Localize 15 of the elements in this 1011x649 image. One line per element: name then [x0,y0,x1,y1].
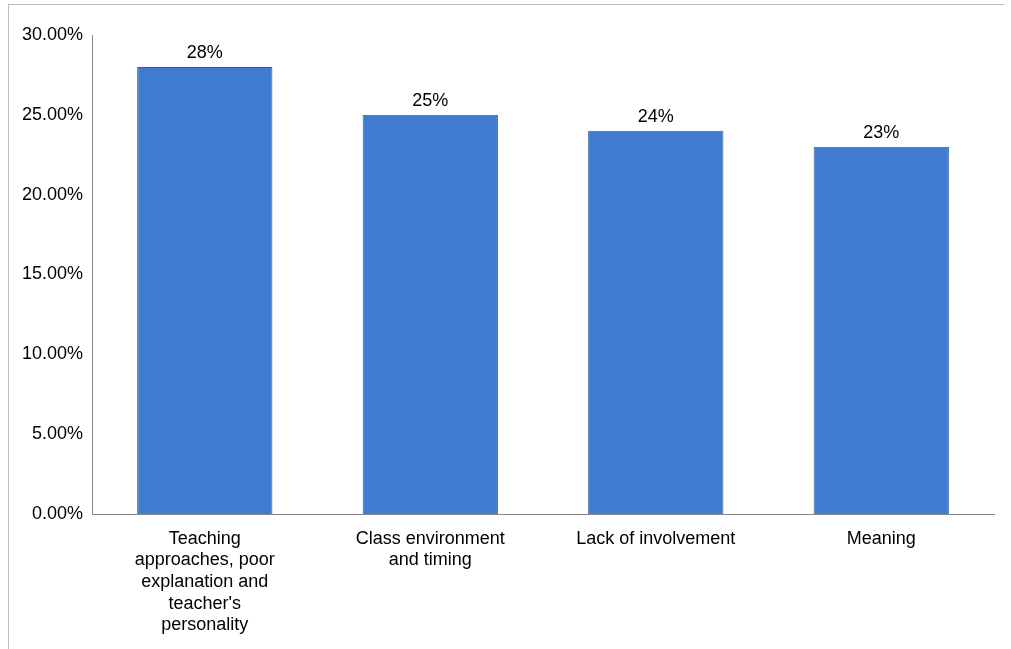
data-label: 25% [412,89,449,110]
y-tick-label: 20.00% [21,183,84,204]
y-tick-label: 15.00% [21,263,84,284]
y-tick-label: 30.00% [21,23,84,44]
x-tick-label: Class environment and timing [355,527,505,570]
y-tick-label: 25.00% [21,103,84,124]
y-tick-label: 5.00% [32,423,84,444]
y-tick-label: 0.00% [32,502,84,523]
data-label: 24% [637,105,674,126]
x-tick-label: Meaning [846,527,916,548]
x-tick-label: Lack of involvement [576,527,736,548]
x-tick-label: Teaching approaches, poor explanation and teacher's personality [134,527,275,635]
data-label: 28% [186,41,223,62]
data-label: 23% [863,121,900,142]
y-tick-label: 10.00% [21,343,84,364]
